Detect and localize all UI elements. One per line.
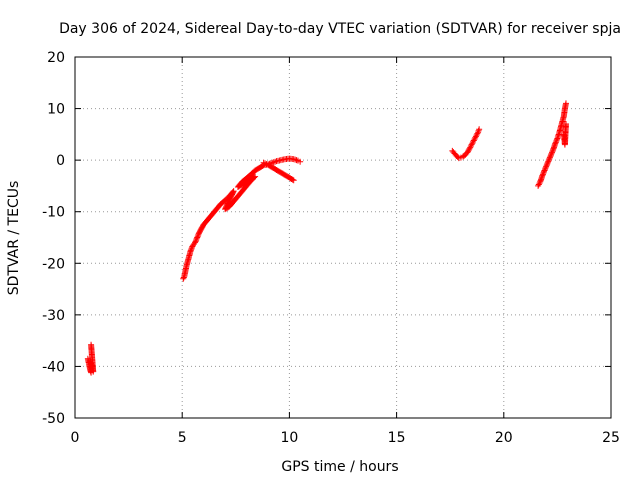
data-point (541, 167, 548, 174)
data-point (187, 247, 194, 254)
y-tick-label: -30 (42, 308, 65, 324)
data-point (297, 158, 304, 165)
chart-title: Day 306 of 2024, Sidereal Day-to-day VTE… (59, 21, 621, 37)
data-point (536, 180, 543, 187)
data-point (293, 157, 300, 164)
x-axis-label: GPS time / hours (281, 459, 398, 475)
data-point (547, 153, 554, 160)
data-point (468, 141, 475, 148)
data-point (193, 235, 200, 242)
grid-lines (75, 57, 611, 418)
data-point (466, 145, 473, 152)
data-point (541, 168, 547, 175)
data-point (469, 140, 476, 147)
data-point (535, 182, 542, 189)
data-point (470, 137, 477, 144)
data-point (260, 159, 267, 166)
x-tick-label: 0 (71, 430, 80, 446)
data-point (543, 163, 550, 170)
data-point (476, 126, 483, 133)
y-tick-label: -50 (42, 411, 65, 427)
data-point (194, 234, 201, 241)
data-point (535, 181, 542, 188)
data-point (259, 162, 266, 169)
data-point (549, 149, 556, 156)
data-point (542, 166, 549, 173)
y-tick-label: 0 (56, 153, 65, 169)
data-point (88, 341, 95, 348)
x-tick-label: 10 (280, 430, 298, 446)
tick-labels: 0 5 10 15 20 25 -50 -40 -30 -20 -10 0 10 20 (42, 50, 620, 446)
data-point (543, 162, 550, 169)
data-point (544, 161, 551, 168)
data-point (272, 158, 279, 165)
y-tick-label: -40 (42, 359, 65, 375)
data-point (290, 156, 297, 163)
data-point (540, 170, 547, 177)
data-point (472, 134, 479, 141)
data-point (474, 130, 481, 137)
data-point (270, 159, 277, 166)
y-axis-label: SDTVAR / TECUs (6, 181, 22, 296)
data-point (180, 274, 187, 281)
y-tick-label: -20 (42, 256, 65, 272)
data-point (552, 139, 559, 146)
data-point (549, 148, 556, 155)
plot-frame (74, 56, 612, 419)
data-point (562, 100, 569, 107)
data-point (562, 121, 569, 128)
data-point (194, 233, 201, 240)
x-tick-label: 5 (178, 430, 187, 446)
data-point (470, 138, 477, 145)
data-point (539, 171, 546, 178)
data-point (542, 164, 549, 171)
data-point (546, 154, 553, 161)
data-point (553, 136, 560, 143)
data-point (188, 244, 195, 251)
data-point (471, 136, 478, 143)
y-tick-label: 20 (47, 50, 65, 66)
data-point (548, 150, 555, 157)
data-points (84, 100, 569, 376)
data-point (467, 143, 474, 150)
data-point (262, 160, 269, 167)
data-point (545, 158, 552, 165)
data-point (552, 140, 559, 147)
data-point (192, 239, 199, 246)
data-point (547, 151, 554, 158)
data-point (289, 176, 296, 183)
data-point (473, 132, 480, 139)
data-point (292, 156, 299, 163)
data-point (544, 159, 551, 166)
x-tick-label: 20 (495, 430, 513, 446)
data-point (454, 154, 461, 161)
data-point (465, 147, 472, 153)
data-point (545, 157, 552, 164)
data-point (192, 238, 199, 245)
data-point (263, 161, 270, 168)
y-tick-label: -10 (42, 205, 65, 221)
data-point (539, 172, 546, 179)
data-point (193, 237, 200, 244)
data-point (290, 177, 297, 184)
x-tick-label: 15 (388, 430, 406, 446)
data-point (472, 133, 479, 140)
data-point (188, 246, 195, 253)
data-point (180, 275, 187, 282)
data-point (553, 138, 560, 145)
x-tick-label: 25 (602, 430, 620, 446)
axis-ticks (74, 56, 612, 419)
data-point (195, 231, 202, 238)
data-point (546, 155, 553, 162)
y-tick-label: 10 (47, 102, 65, 118)
data-point (467, 144, 474, 151)
